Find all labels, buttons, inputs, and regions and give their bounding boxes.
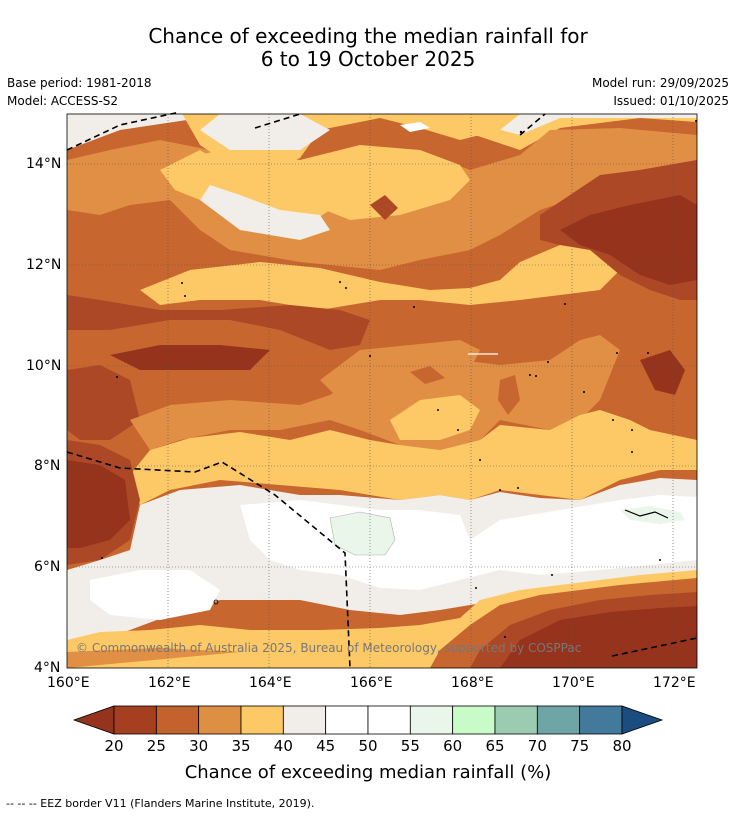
colorbar-over-arrow <box>621 705 664 735</box>
eez-borders <box>66 111 698 669</box>
colorbar-label-40: 40 <box>273 737 293 755</box>
map-title-line2: 6 to 19 October 2025 <box>260 47 476 71</box>
colorbar-label-30: 30 <box>189 737 209 755</box>
field-20-ne <box>560 195 697 285</box>
field-45-north <box>200 114 330 150</box>
colorbar-label-70: 70 <box>527 737 547 755</box>
y-tick-8n: 8°N <box>34 458 61 474</box>
field-40-south-band <box>130 410 697 505</box>
colorbar-label-50: 50 <box>358 737 378 755</box>
colorbar-swatch-35 <box>240 705 284 735</box>
eez-footnote: -- -- -- EEZ border V11 (Flanders Marine… <box>6 797 315 810</box>
colorbar-title: Chance of exceeding median rainfall (%) <box>184 762 552 783</box>
field-50-blob-top <box>400 122 430 132</box>
field-55-east <box>620 506 685 524</box>
colorbar-swatch-20 <box>113 705 157 735</box>
field-30-blob-d <box>410 366 445 384</box>
colorbar-swatch-60 <box>452 705 496 735</box>
y-tick-14n: 14°N <box>26 156 62 172</box>
colorbar-swatch-75 <box>579 705 623 735</box>
field-25-west <box>67 295 370 350</box>
colorbar-label-25: 25 <box>146 737 166 755</box>
x-tick-162: 162°E <box>148 675 191 691</box>
copyright-note: © Commonwealth of Australia 2025, Bureau… <box>76 641 582 655</box>
map-title-line1: Chance of exceeding the median rainfall … <box>148 24 588 48</box>
colorbar-swatch-25 <box>155 705 200 735</box>
field-20-blob-c <box>640 350 685 395</box>
map-graticule <box>67 114 697 668</box>
islands <box>101 120 697 638</box>
field-40-mid-blob <box>390 395 480 440</box>
field-30-blob-b <box>498 375 520 415</box>
colorbar-swatch-70 <box>536 705 581 735</box>
map-frame <box>66 113 698 669</box>
colorbar-swatch-50 <box>367 705 411 735</box>
field-top-left-light <box>67 114 300 150</box>
colorbar-label-65: 65 <box>485 737 505 755</box>
y-tick-6n: 6°N <box>34 559 61 575</box>
field-35-south-w <box>67 648 240 668</box>
colorbar-swatch-65 <box>494 705 538 735</box>
colorbar-swatch-40 <box>282 705 327 735</box>
colorbar-label-55: 55 <box>400 737 420 755</box>
x-tick-164: 164°E <box>249 675 292 691</box>
colorbar-swatch-30 <box>198 705 242 735</box>
colorbar-label-45: 45 <box>316 737 336 755</box>
base-period: Base period: 1981-2018 <box>7 76 152 90</box>
rainfall-field <box>67 114 697 668</box>
issued-date: Issued: 01/10/2025 <box>613 94 729 108</box>
colorbar-label-20: 20 <box>104 737 124 755</box>
x-tick-168: 168°E <box>451 675 494 691</box>
field-45-north-b <box>200 185 330 240</box>
x-tick-166: 166°E <box>350 675 393 691</box>
field-20-west-a <box>110 345 270 370</box>
y-tick-12n: 12°N <box>26 257 62 273</box>
field-20-se <box>500 606 697 668</box>
colorbar <box>72 705 664 735</box>
field-40-central <box>140 240 630 310</box>
colorbar-label-80: 80 <box>612 737 632 755</box>
field-25-west-b <box>67 365 140 440</box>
field-35-mid-b <box>320 340 480 400</box>
x-tick-160: 160°E <box>47 675 90 691</box>
model-name: Model: ACCESS-S2 <box>7 94 119 108</box>
y-tick-10n: 10°N <box>26 358 62 374</box>
x-tick-170: 170°E <box>552 675 595 691</box>
colorbar-swatch-45 <box>325 705 369 735</box>
colorbar-swatch-55 <box>409 705 454 735</box>
colorbar-under-arrow <box>72 705 115 735</box>
colorbar-label-35: 35 <box>231 737 251 755</box>
x-tick-172: 172°E <box>653 675 696 691</box>
colorbar-label-75: 75 <box>570 737 590 755</box>
field-25-blob-a <box>370 195 398 220</box>
colorbar-label-60: 60 <box>443 737 463 755</box>
y-tick-4n: 4°N <box>34 660 61 676</box>
field-50-sw <box>90 570 220 620</box>
field-20-sw <box>67 460 130 548</box>
model-run: Model run: 29/09/2025 <box>591 76 729 90</box>
